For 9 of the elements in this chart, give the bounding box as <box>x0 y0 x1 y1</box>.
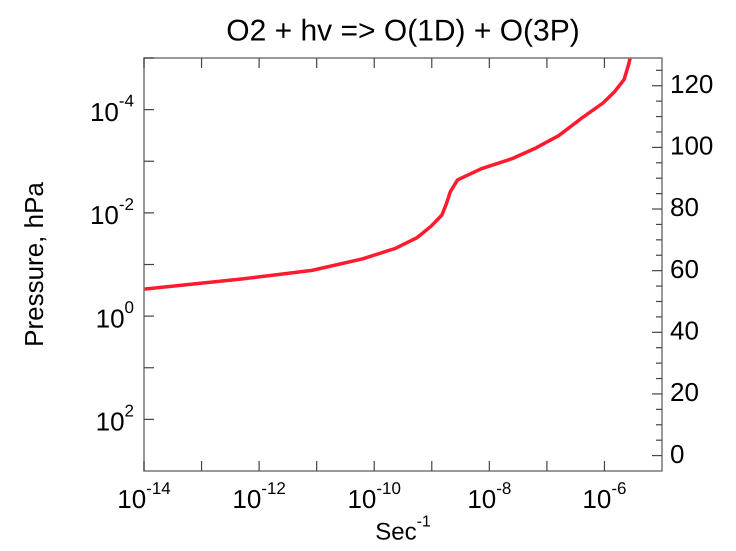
y2-tick-label: 60 <box>670 254 699 284</box>
y2-tick-label: 20 <box>670 377 699 408</box>
y2-tick-label: 80 <box>670 192 699 222</box>
y2-tick-label: 100 <box>670 130 714 161</box>
y2-tick-label: 40 <box>670 315 699 346</box>
y2-tick-label: 0 <box>670 438 684 469</box>
chart-title: O2 + hv => O(1D) + O(3P) <box>226 14 580 48</box>
y-axis-title: Pressure, hPa <box>19 182 50 347</box>
y2-tick-label: 120 <box>670 68 714 99</box>
